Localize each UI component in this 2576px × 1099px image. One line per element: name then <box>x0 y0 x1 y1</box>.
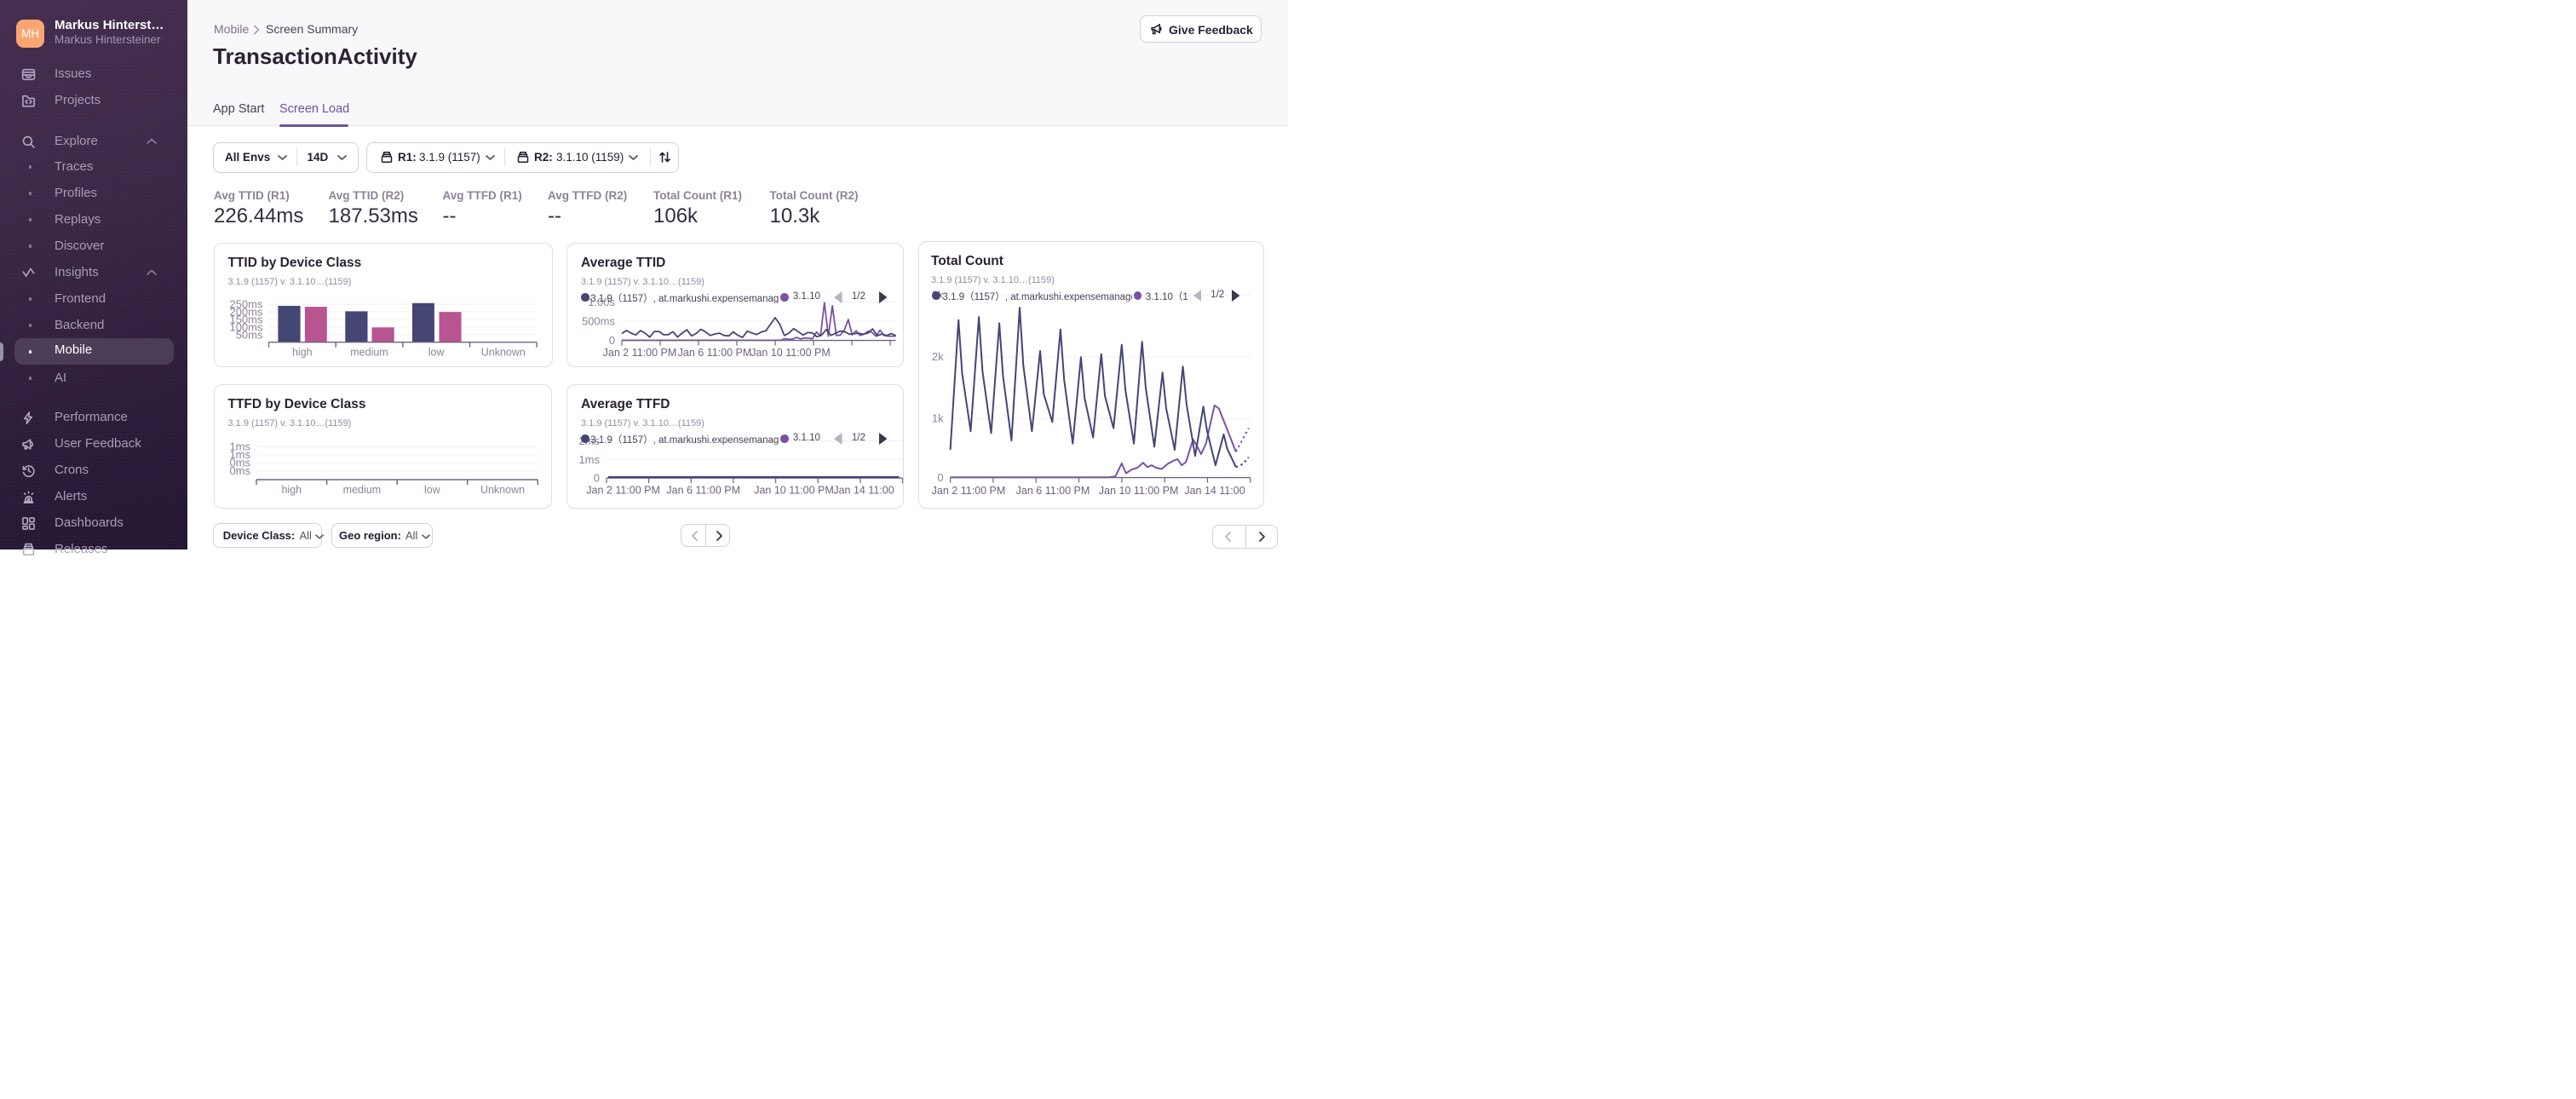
svg-text:100ms: 100ms <box>229 320 263 333</box>
svg-text:0: 0 <box>937 471 943 484</box>
svg-text:Jan 14 11:00: Jan 14 11:00 <box>833 484 894 496</box>
svg-text:2k: 2k <box>932 350 944 363</box>
svg-text:high: high <box>291 346 312 358</box>
svg-text:50ms: 50ms <box>235 328 262 341</box>
svg-text:1ms: 1ms <box>229 448 250 461</box>
svg-text:medium: medium <box>350 346 388 358</box>
svg-text:Jan 10 11:00 PM: Jan 10 11:00 PM <box>754 484 834 496</box>
svg-text:1k: 1k <box>932 411 944 424</box>
svg-text:200ms: 200ms <box>229 305 263 318</box>
svg-text:1ms: 1ms <box>229 440 250 452</box>
svg-text:Jan 10 11:00 PM: Jan 10 11:00 PM <box>1099 485 1179 497</box>
svg-text:150ms: 150ms <box>229 313 263 325</box>
svg-text:Jan 2 11:00 PM: Jan 2 11:00 PM <box>586 484 660 496</box>
svg-text:Unknown: Unknown <box>480 346 525 358</box>
svg-text:250ms: 250ms <box>229 297 263 310</box>
svg-text:0ms: 0ms <box>229 464 250 477</box>
svg-text:500ms: 500ms <box>582 314 616 327</box>
svg-text:Jan 2 11:00 PM: Jan 2 11:00 PM <box>603 347 677 359</box>
svg-text:0: 0 <box>594 471 600 484</box>
svg-text:Jan 6 11:00 PM: Jan 6 11:00 PM <box>678 347 752 359</box>
svg-text:Jan 10 11:00 PM: Jan 10 11:00 PM <box>750 347 831 359</box>
svg-text:low: low <box>428 346 445 358</box>
svg-text:1ms: 1ms <box>578 452 600 465</box>
svg-text:high: high <box>281 484 302 496</box>
svg-text:Jan 6 11:00 PM: Jan 6 11:00 PM <box>1016 485 1090 497</box>
svg-text:Jan 2 11:00 PM: Jan 2 11:00 PM <box>932 485 1006 497</box>
svg-text:Jan 6 11:00 PM: Jan 6 11:00 PM <box>666 484 740 496</box>
svg-text:low: low <box>424 484 441 496</box>
svg-text:0: 0 <box>609 334 615 347</box>
svg-text:1.00s: 1.00s <box>588 295 615 308</box>
svg-text:0ms: 0ms <box>229 456 250 469</box>
svg-text:Unknown: Unknown <box>480 484 524 496</box>
svg-text:Jan 14 11:00: Jan 14 11:00 <box>1184 485 1245 497</box>
svg-text:medium: medium <box>342 484 380 496</box>
